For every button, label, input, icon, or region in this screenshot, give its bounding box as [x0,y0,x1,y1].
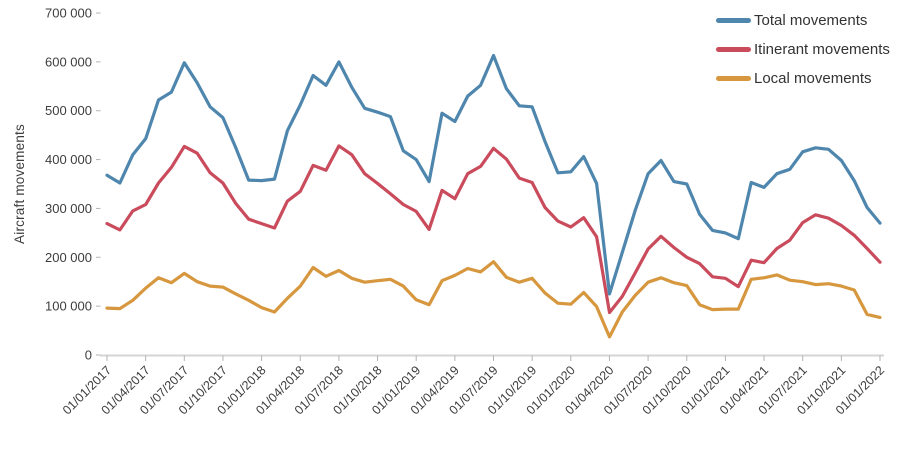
legend-item-total: Total movements [716,11,890,30]
legend-label-itinerant: Itinerant movements [754,41,890,58]
y-tick-label: 300 000 [45,201,92,216]
y-tick-label: 0 [85,348,92,363]
legend-item-local: Local movements [716,69,890,88]
y-tick-label: 200 000 [45,250,92,265]
series-line-total-movements [105,53,882,296]
legend-label-total: Total movements [754,12,868,29]
legend-swatch-total-icon [716,18,751,23]
y-tick-label: 500 000 [45,103,92,118]
legend-swatch-itinerant-icon [716,47,751,52]
y-tick-label: 400 000 [45,152,92,167]
y-axis-title: Aircraft movements [12,124,27,244]
series-line-itinerant-movements [105,144,882,315]
y-tick-label: 100 000 [45,299,92,314]
series-line-local-movements [105,260,882,339]
legend-label-local: Local movements [754,70,872,87]
legend-swatch-local-icon [716,76,751,81]
y-tick-label: 600 000 [45,54,92,69]
legend-item-itinerant: Itinerant movements [716,40,890,59]
y-tick-label: 700 000 [45,6,92,21]
legend: Total movements Itinerant movements Loca… [716,11,890,88]
